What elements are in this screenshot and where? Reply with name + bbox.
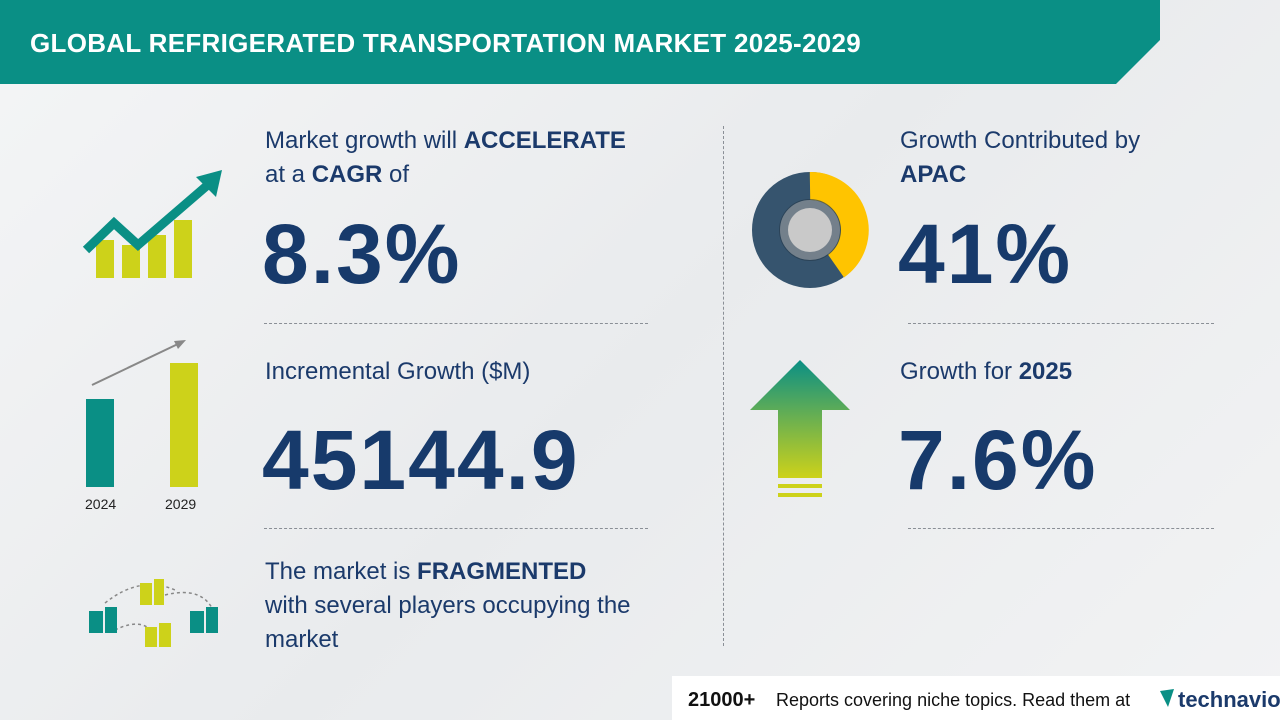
year-label: 2024 bbox=[85, 496, 117, 512]
yoy-value: 7.6% bbox=[898, 413, 1098, 507]
text: of bbox=[389, 161, 410, 188]
fragmented-icon bbox=[89, 579, 218, 647]
cagr-label: Market growth will ACCELERATE at a CAGR … bbox=[265, 124, 685, 192]
incremental-value: 45144.9 bbox=[262, 413, 580, 507]
incremental-label: Incremental Growth ($M) bbox=[265, 358, 531, 385]
yoy-label: Growth for 2025 bbox=[900, 355, 1072, 389]
cagr-value: 8.3% bbox=[262, 207, 462, 301]
title: GLOBAL REFRIGERATED TRANSPORTATION MARKE… bbox=[30, 28, 862, 58]
text: Growth for bbox=[900, 358, 1013, 385]
year-label: 2029 bbox=[165, 496, 197, 512]
bar-icon bbox=[86, 340, 198, 487]
divider bbox=[723, 126, 724, 646]
arrow-icon bbox=[750, 360, 850, 497]
text: at a bbox=[265, 161, 306, 188]
footer-text: Reports covering niche topics. Read them… bbox=[776, 690, 1131, 710]
divider bbox=[908, 528, 1214, 529]
text: with several players occupying the marke… bbox=[265, 592, 631, 653]
region-label: Growth Contributed by APAC bbox=[900, 124, 1140, 192]
divider bbox=[264, 323, 648, 324]
donut-icon bbox=[752, 171, 869, 288]
text: Growth Contributed by bbox=[900, 127, 1141, 154]
footer bbox=[672, 676, 1280, 720]
title-banner bbox=[0, 0, 1160, 84]
divider bbox=[908, 323, 1214, 324]
emphasis: ACCELERATE bbox=[463, 127, 626, 154]
fragmented-label: The market is FRAGMENTED with several pl… bbox=[265, 555, 695, 657]
emphasis: APAC bbox=[900, 161, 967, 188]
brand: technavio bbox=[1178, 687, 1280, 712]
footer-count: 21000+ bbox=[688, 689, 756, 711]
growth-icon bbox=[82, 170, 222, 278]
brand-logo bbox=[1160, 689, 1174, 707]
emphasis: CAGR bbox=[311, 161, 383, 188]
region-value: 41% bbox=[898, 207, 1073, 301]
emphasis: 2025 bbox=[1018, 358, 1073, 385]
divider bbox=[264, 528, 648, 529]
emphasis: FRAGMENTED bbox=[417, 558, 587, 585]
text: Market growth will bbox=[265, 127, 458, 154]
text: The market is bbox=[265, 558, 411, 585]
